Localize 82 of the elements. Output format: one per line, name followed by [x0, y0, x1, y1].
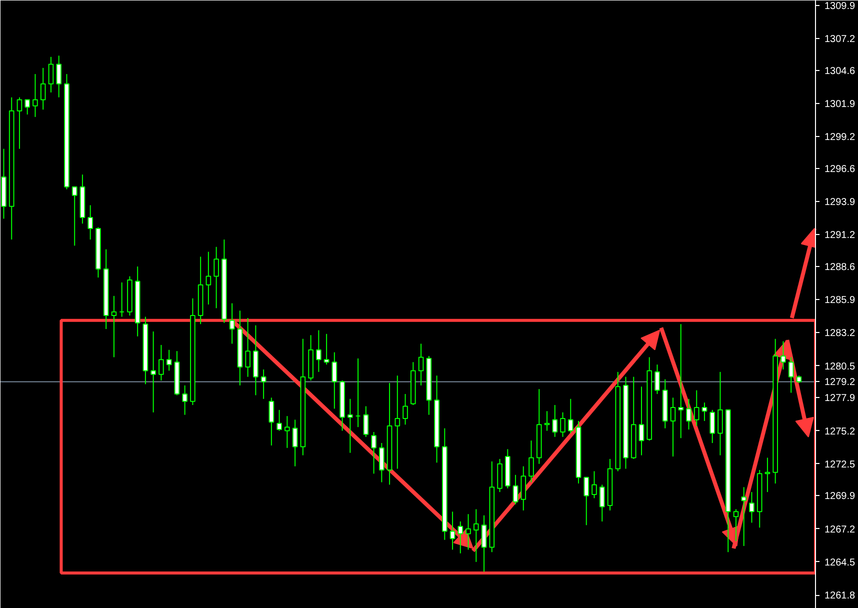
candlestick	[466, 514, 471, 550]
candlestick	[702, 402, 708, 422]
candlestick	[214, 246, 219, 309]
candlestick	[481, 514, 487, 572]
candlestick	[568, 398, 574, 434]
candlestick	[363, 406, 369, 438]
candlestick	[520, 466, 526, 511]
candlestick	[654, 364, 660, 394]
candlestick	[678, 324, 684, 439]
candlestick	[418, 343, 424, 386]
y-tick-label: 1264.5	[824, 557, 856, 568]
candlestick	[371, 431, 376, 474]
y-tick-label: 1288.6	[824, 262, 856, 273]
candlestick	[284, 416, 290, 448]
candlestick	[780, 340, 786, 370]
candlestick	[638, 386, 644, 456]
y-tick-label: 1296.6	[824, 164, 856, 175]
y-tick-label: 1307.2	[824, 34, 856, 45]
y-tick-label: 1261.8	[824, 590, 856, 602]
y-tick-label: 1275.2	[824, 426, 856, 438]
candlestick	[710, 409, 716, 444]
candlestick	[458, 520, 464, 554]
candlestick	[111, 295, 117, 358]
candlestick	[686, 398, 692, 430]
candlestick	[788, 356, 794, 394]
candlestick	[88, 204, 94, 240]
candlestick	[450, 511, 456, 550]
ref-line-label: 1279.2	[824, 377, 856, 388]
candlestick	[158, 344, 164, 381]
y-tick-label: 1269.9	[824, 491, 856, 502]
candlestick	[48, 56, 54, 93]
candlestick	[741, 486, 747, 546]
candlestick	[599, 484, 605, 522]
candlestick	[473, 508, 479, 562]
candlestick	[182, 384, 188, 416]
candlestick	[206, 251, 212, 305]
candlestick	[749, 492, 754, 524]
candlestick	[552, 404, 558, 438]
candlestick	[276, 409, 282, 432]
y-tick-label: 1272.5	[824, 459, 856, 470]
candlestick	[56, 55, 62, 98]
candlestick	[292, 419, 298, 467]
candlestick	[166, 349, 172, 372]
candlestick	[229, 302, 235, 344]
candlestick	[528, 440, 534, 483]
y-tick-label: 1291.2	[824, 230, 856, 242]
candlestick	[544, 410, 550, 432]
candlestick	[150, 330, 156, 413]
candlestick	[260, 368, 266, 400]
candlestick	[592, 470, 597, 499]
y-tick-label: 1299.2	[824, 132, 856, 144]
y-tick-label: 1277.9	[824, 393, 856, 404]
y-tick-label: 1301.9	[824, 98, 856, 110]
candlestick	[394, 375, 400, 470]
candlestick	[324, 333, 330, 366]
candlestick	[24, 99, 30, 115]
candlestick	[332, 352, 338, 410]
y-tick-label: 1283.2	[824, 328, 856, 340]
y-tick-label: 1285.9	[824, 295, 856, 306]
candlestick	[316, 330, 322, 372]
candlestick	[584, 476, 590, 526]
y-tick-label: 1304.6	[824, 66, 856, 77]
candlestick	[268, 397, 274, 446]
candlestick	[718, 371, 723, 456]
candlestick	[32, 74, 38, 118]
y-tick-label: 1293.9	[824, 197, 856, 208]
y-tick-label: 1267.2	[824, 524, 856, 536]
candlestick	[512, 474, 518, 505]
candlestick	[40, 67, 46, 110]
y-tick-label: 1309.9	[824, 0, 856, 12]
candlestick	[402, 393, 408, 426]
candlestick	[733, 508, 739, 542]
candlestick	[16, 96, 22, 150]
candlestick	[764, 457, 770, 493]
candlestick	[348, 398, 353, 454]
candlestick	[670, 397, 676, 457]
candlestick	[560, 412, 566, 438]
candlestick	[378, 442, 384, 483]
candlestick	[694, 390, 700, 426]
candlestick	[245, 317, 250, 378]
y-tick-label: 1280.5	[824, 361, 856, 372]
candlestick	[72, 186, 78, 246]
